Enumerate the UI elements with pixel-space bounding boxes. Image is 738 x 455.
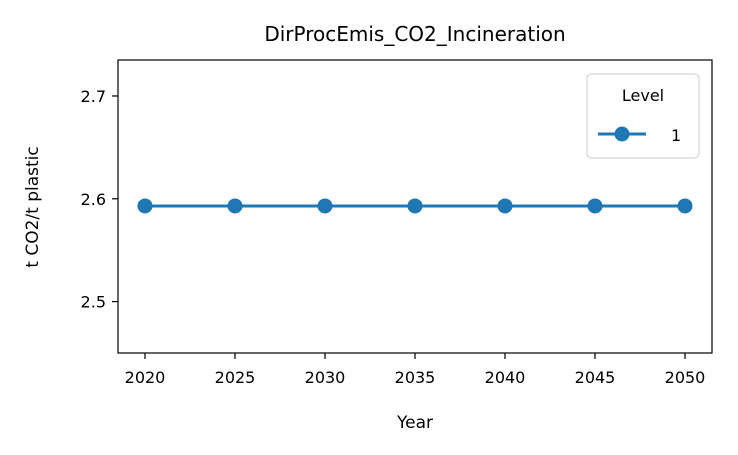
- y-tick-label: 2.5: [81, 293, 106, 312]
- legend: Level 1: [586, 73, 700, 159]
- x-axis-ticks: 2020 2025 2030 2035 2040 2045 2050: [125, 353, 706, 387]
- y-axis-label: t CO2/t plastic: [23, 146, 43, 267]
- legend-title: Level: [622, 86, 664, 105]
- data-point: [227, 198, 243, 214]
- x-tick-label: 2050: [665, 368, 706, 387]
- data-point: [677, 198, 693, 214]
- series-layer: [137, 198, 693, 214]
- chart-title: DirProcEmis_CO2_Incineration: [264, 22, 565, 46]
- y-tick-label: 2.6: [81, 190, 106, 209]
- data-point: [497, 198, 513, 214]
- x-tick-label: 2030: [305, 368, 346, 387]
- data-point: [137, 198, 153, 214]
- data-point: [407, 198, 423, 214]
- x-tick-label: 2035: [395, 368, 436, 387]
- x-tick-label: 2045: [575, 368, 616, 387]
- y-tick-label: 2.7: [81, 87, 106, 106]
- x-axis-label: Year: [396, 413, 433, 433]
- legend-marker: [614, 126, 630, 142]
- data-point: [317, 198, 333, 214]
- x-tick-label: 2040: [485, 368, 526, 387]
- y-axis-ticks: 2.5 2.6 2.7: [81, 87, 118, 312]
- x-tick-label: 2020: [125, 368, 166, 387]
- x-tick-label: 2025: [215, 368, 256, 387]
- legend-label-series-1: 1: [671, 126, 681, 145]
- legend-box: [586, 73, 700, 159]
- data-point: [587, 198, 603, 214]
